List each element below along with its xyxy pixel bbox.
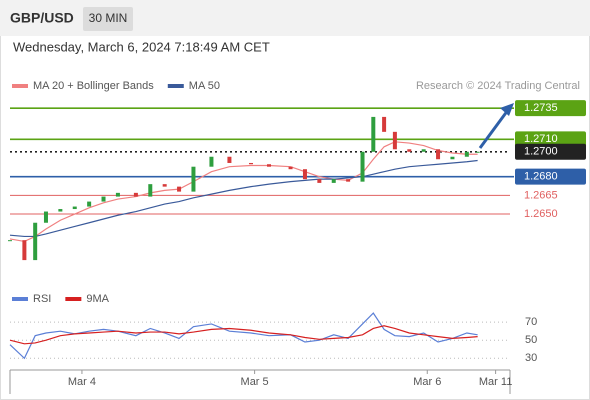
- level-label: 1.2700: [524, 146, 558, 158]
- indicator-line: [9, 325, 478, 345]
- candle: [87, 201, 92, 207]
- candle: [8, 240, 12, 242]
- legend-swatch: [12, 297, 28, 301]
- y-tick-label: 30: [525, 352, 537, 364]
- legend-label: 9MA: [86, 293, 109, 305]
- candle: [177, 186, 182, 192]
- candle: [382, 116, 387, 132]
- candle: [227, 156, 232, 163]
- candle: [266, 164, 271, 167]
- candle: [436, 149, 441, 160]
- forecast-arrow: [478, 109, 510, 149]
- level-label: 1.2650: [524, 208, 558, 220]
- legend-swatch: [167, 84, 184, 88]
- level-label: 1.2735: [524, 102, 558, 114]
- candle: [317, 179, 322, 183]
- x-tick-label: Mar 4: [68, 376, 96, 388]
- candle: [288, 166, 293, 170]
- level-label-box: [515, 143, 586, 160]
- candle: [464, 151, 469, 157]
- x-tick-label: Mar 11: [479, 376, 512, 388]
- candle: [475, 151, 480, 153]
- x-tick-label: Mar 5: [241, 376, 269, 388]
- candle: [371, 116, 376, 152]
- candle: [331, 179, 336, 183]
- candle: [101, 196, 106, 202]
- x-tick-label: Mar 6: [413, 376, 441, 388]
- indicator-line: [9, 159, 478, 238]
- candle: [162, 184, 167, 187]
- candle: [133, 192, 138, 197]
- legend-label: RSI: [33, 293, 51, 305]
- legend-label: MA 50: [189, 80, 220, 92]
- candle: [249, 162, 254, 165]
- candle: [22, 240, 27, 261]
- y-tick-label: 50: [525, 334, 537, 346]
- level-label: 1.2710: [524, 133, 558, 145]
- y-tick-label: 70: [525, 316, 537, 328]
- symbol: GBP/USD: [10, 10, 74, 26]
- indicator-line: [9, 141, 478, 243]
- legend-label: MA 20 + Bollinger Bands: [33, 80, 154, 92]
- candle: [421, 149, 426, 152]
- candle: [148, 184, 153, 197]
- level-label: 1.2680: [524, 171, 558, 183]
- level-label: 1.2665: [524, 189, 558, 201]
- candle: [43, 211, 48, 223]
- candle: [392, 131, 397, 150]
- candle: [346, 179, 351, 182]
- candle: [58, 209, 63, 212]
- source-note: Research © 2024 Trading Central: [416, 80, 580, 92]
- forecast-arrowhead: [500, 103, 514, 116]
- level-label-box: [515, 168, 586, 185]
- level-label-box: [515, 131, 586, 148]
- candle: [115, 192, 120, 197]
- indicator-line: [9, 312, 478, 360]
- candle: [209, 156, 214, 167]
- candle: [407, 149, 412, 152]
- candle: [72, 206, 77, 210]
- level-label-box: [515, 100, 586, 117]
- datetime: Wednesday, March 6, 2024 7:18:49 AM CET: [13, 39, 270, 54]
- candle: [450, 156, 455, 160]
- candle: [302, 169, 307, 180]
- timeframe[interactable]: 30 MIN: [89, 11, 128, 25]
- candle: [33, 222, 38, 261]
- candle: [191, 166, 196, 192]
- legend-swatch: [12, 84, 28, 88]
- legend-swatch: [65, 297, 82, 301]
- timeframe-tab[interactable]: [83, 7, 133, 31]
- candle: [360, 151, 365, 182]
